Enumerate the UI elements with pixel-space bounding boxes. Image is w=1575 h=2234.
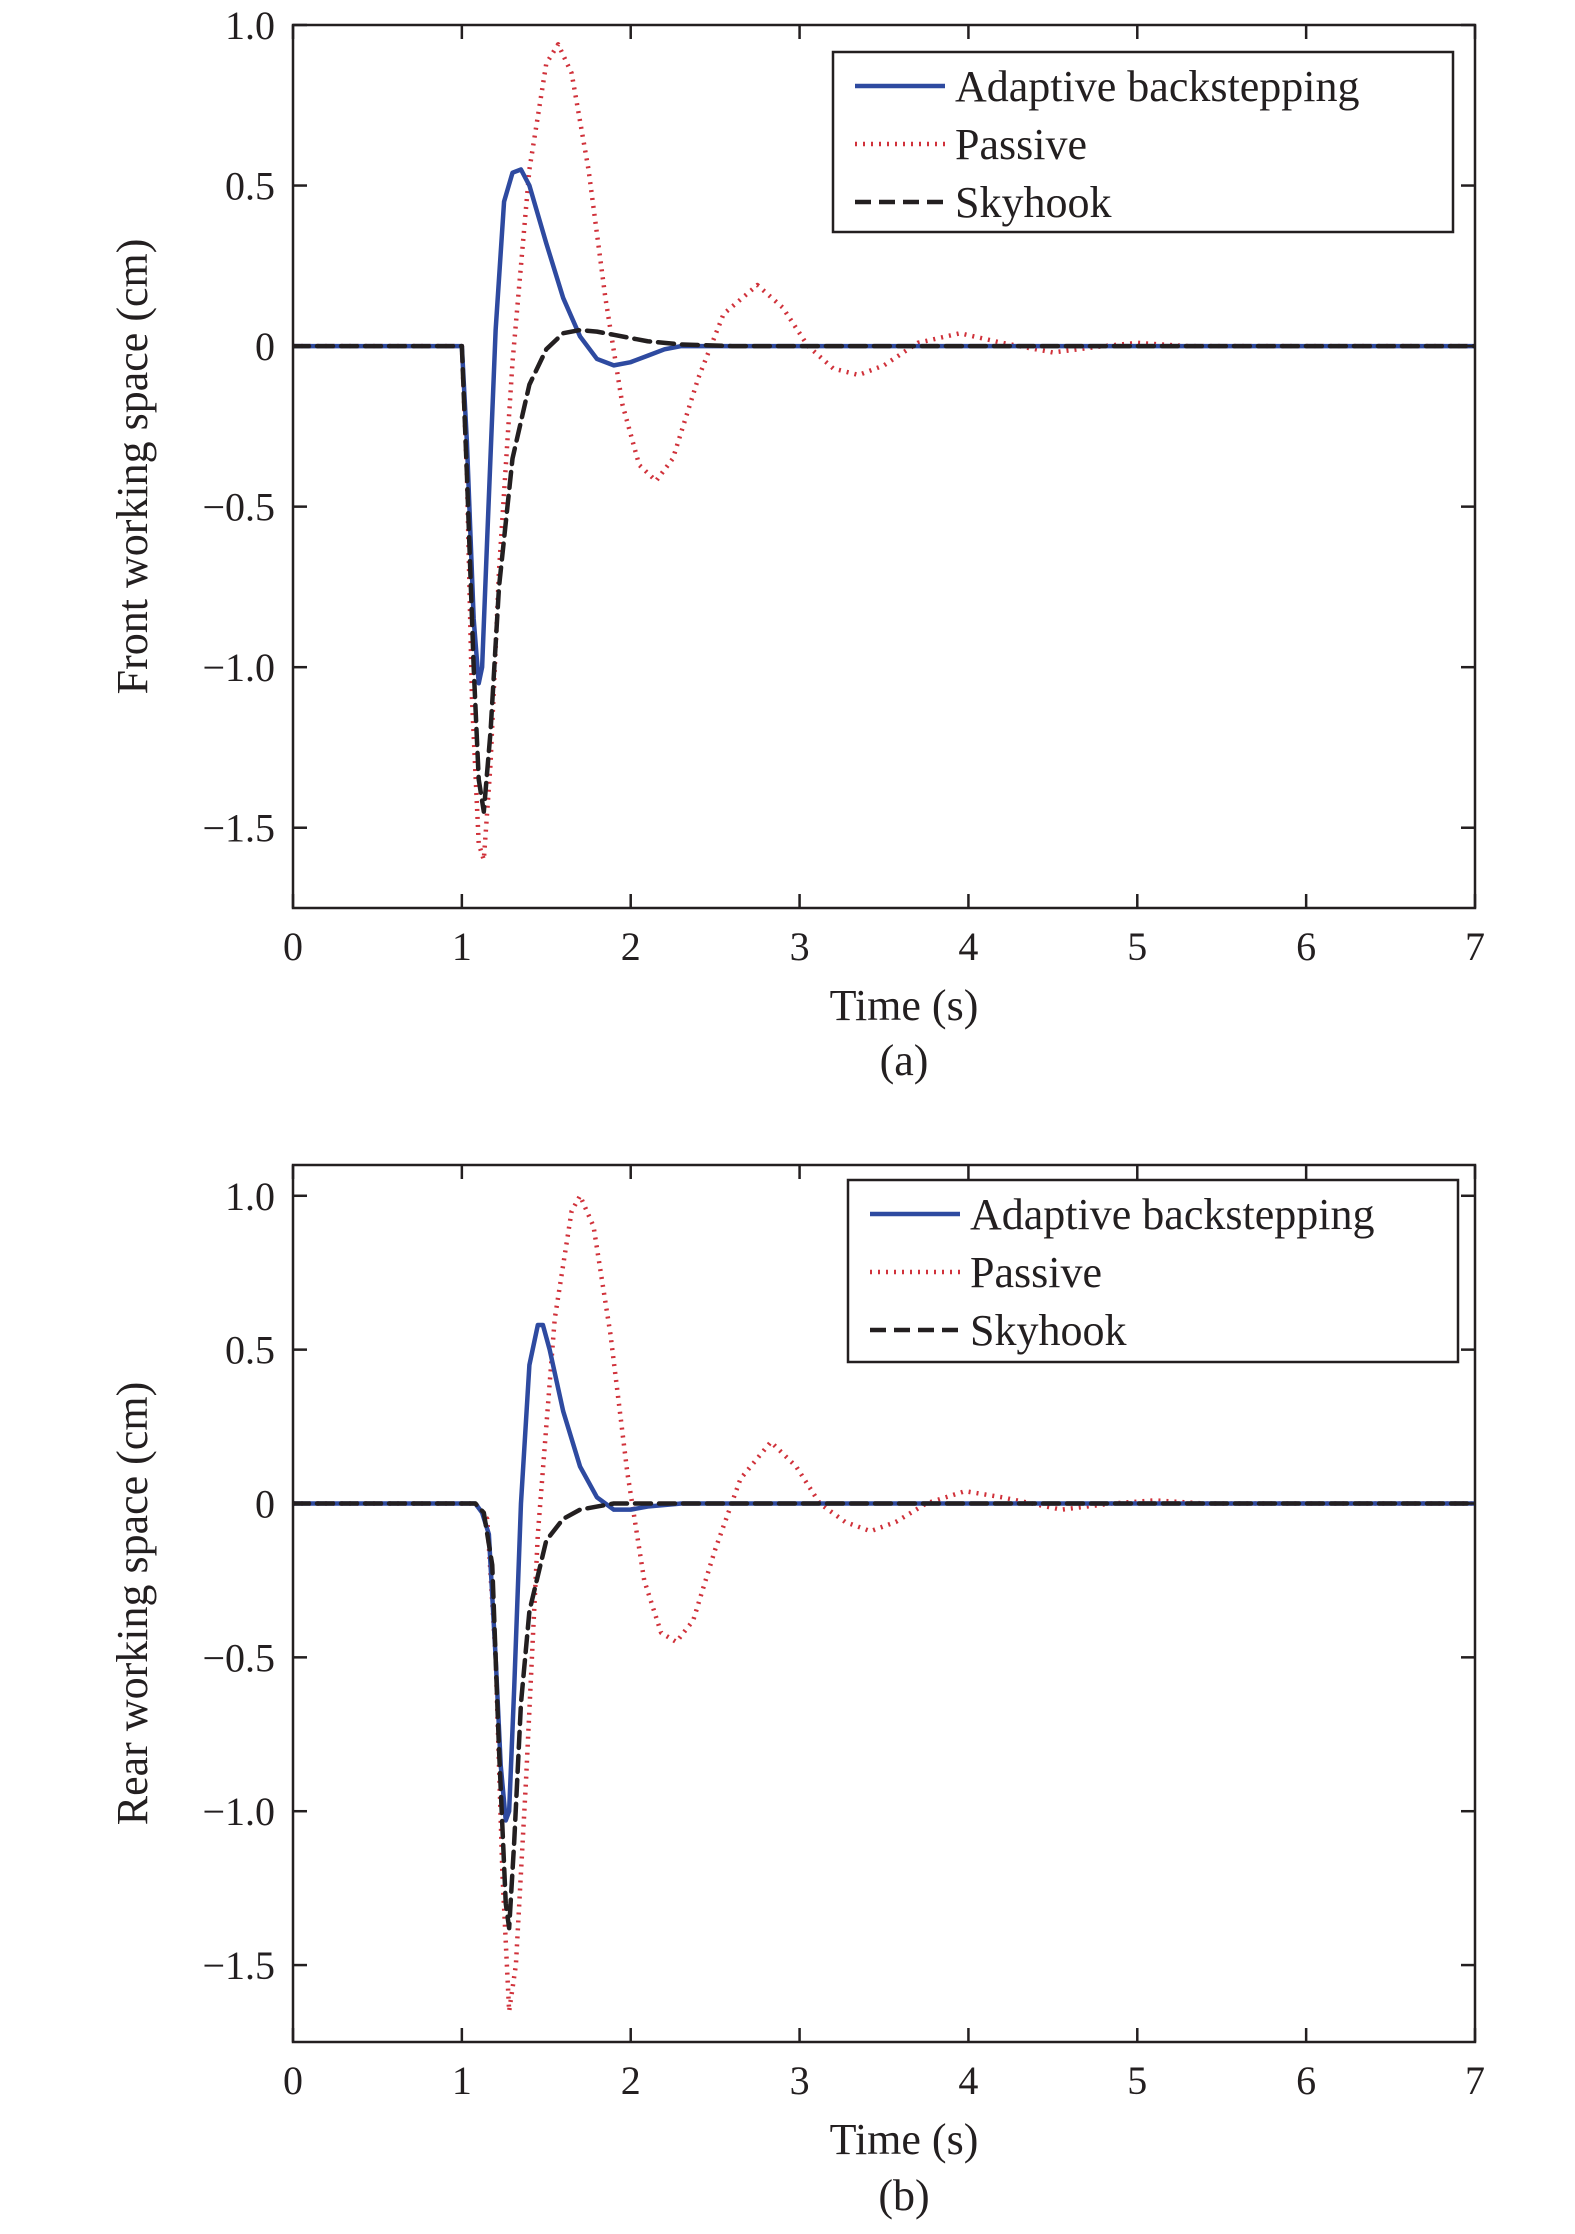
y-tick-label: 1.0	[225, 3, 275, 48]
y-tick-label: 0	[255, 1481, 275, 1526]
legend-label: Skyhook	[955, 178, 1111, 227]
y-tick-label: 1.0	[225, 1174, 275, 1219]
x-tick-label: 7	[1465, 924, 1485, 969]
x-tick-label: 3	[790, 924, 810, 969]
legend-label: Passive	[955, 120, 1087, 169]
x-tick-label: 7	[1465, 2058, 1485, 2103]
x-tick-label: 5	[1127, 924, 1147, 969]
x-tick-label: 6	[1296, 2058, 1316, 2103]
x-tick-label: 1	[452, 2058, 472, 2103]
x-tick-label: 5	[1127, 2058, 1147, 2103]
y-tick-label: −0.5	[202, 485, 275, 530]
x-tick-label: 2	[621, 2058, 641, 2103]
legend-label: Adaptive backstepping	[970, 1190, 1374, 1239]
series-line-skyhook	[293, 1501, 1475, 1931]
series-line-adaptive-backstepping	[293, 1322, 1475, 1823]
x-axis-label: Time (s)	[830, 981, 979, 1030]
y-axis-label: Rear working space (cm)	[108, 1382, 157, 1825]
legend-label: Passive	[970, 1248, 1102, 1297]
figure-caption: (a)	[880, 1036, 929, 1085]
x-tick-label: 1	[452, 924, 472, 969]
y-axis-label: Front working space (cm)	[108, 239, 157, 695]
y-tick-label: 0	[255, 324, 275, 369]
y-tick-label: −0.5	[202, 1635, 275, 1680]
legend-label: Adaptive backstepping	[955, 62, 1359, 111]
y-tick-label: −1.0	[202, 1789, 275, 1834]
series-line-adaptive-backstepping	[293, 167, 1475, 686]
plot-frame	[291, 23, 1477, 910]
chart-b: 0 1 2 3 4 5 6 7 1.0 0.5 0 −0.5 −1.0 −1.5 Time (s) Rear …	[108, 1163, 1485, 2220]
figure-caption: (b)	[878, 2171, 929, 2220]
y-tick-label: −1.5	[202, 806, 275, 851]
series-group	[293, 42, 1475, 863]
y-tick-label: 0.5	[225, 1328, 275, 1373]
plot-frame	[291, 1163, 1477, 2044]
series-line-skyhook	[293, 327, 1475, 814]
x-tick-label: 4	[958, 924, 978, 969]
x-axis-label: Time (s)	[830, 2115, 979, 2164]
x-tick-label: 2	[621, 924, 641, 969]
x-tick-label: 0	[283, 924, 303, 969]
chart-a: 0 1 2 3 4 5 6 7 1.0 0.5 0 −0.5 −1.0 −1.5 Time (s) Front…	[108, 3, 1485, 1085]
legend: Adaptive backstepping Passive Skyhook	[846, 1178, 1460, 1364]
legend: Adaptive backstepping Passive Skyhook	[831, 50, 1455, 234]
x-tick-label: 6	[1296, 924, 1316, 969]
x-tick-label: 4	[958, 2058, 978, 2103]
x-tick-label: 0	[283, 2058, 303, 2103]
x-tick-label: 3	[790, 2058, 810, 2103]
legend-label: Skyhook	[970, 1306, 1126, 1355]
y-tick-label: 0.5	[225, 164, 275, 209]
y-tick-label: −1.0	[202, 645, 275, 690]
y-tick-label: −1.5	[202, 1943, 275, 1988]
series-group	[293, 1193, 1475, 2014]
